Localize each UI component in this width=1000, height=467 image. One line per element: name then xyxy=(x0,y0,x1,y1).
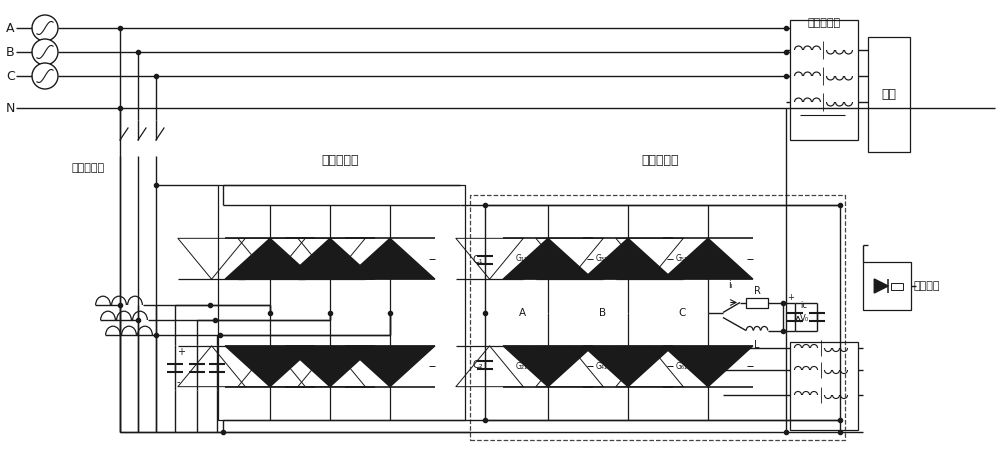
Text: 整流变流器: 整流变流器 xyxy=(321,154,359,167)
Bar xyxy=(790,342,858,430)
Text: C: C xyxy=(6,70,15,83)
Text: A: A xyxy=(519,307,526,318)
Text: G₆₁: G₆₁ xyxy=(676,362,688,371)
Text: B: B xyxy=(6,45,15,58)
Polygon shape xyxy=(345,238,435,279)
Text: G₅₁: G₅₁ xyxy=(676,254,688,263)
Text: A: A xyxy=(6,21,14,35)
Polygon shape xyxy=(285,346,375,387)
Text: 串联逃变器: 串联逃变器 xyxy=(641,154,679,167)
Text: 进线断路器: 进线断路器 xyxy=(72,163,105,173)
Text: 旁路单元: 旁路单元 xyxy=(914,281,940,291)
Circle shape xyxy=(32,15,58,41)
Polygon shape xyxy=(663,346,753,387)
Text: 负载: 负载 xyxy=(882,88,896,101)
Text: B: B xyxy=(599,307,606,318)
Polygon shape xyxy=(583,238,673,279)
Polygon shape xyxy=(285,238,375,279)
Polygon shape xyxy=(663,238,753,279)
Polygon shape xyxy=(225,346,315,387)
Bar xyxy=(891,283,903,290)
Polygon shape xyxy=(345,346,435,387)
Text: iₗ: iₗ xyxy=(728,281,732,290)
Text: G₄₁: G₄₁ xyxy=(596,362,608,371)
Text: 串联变压器: 串联变压器 xyxy=(807,18,841,28)
Polygon shape xyxy=(225,238,315,279)
Circle shape xyxy=(32,39,58,65)
Text: N: N xyxy=(6,101,15,114)
Text: G₃₁: G₃₁ xyxy=(596,254,608,263)
Polygon shape xyxy=(583,346,673,387)
Bar xyxy=(218,185,465,420)
Polygon shape xyxy=(874,279,888,293)
Bar xyxy=(868,37,910,152)
Text: C₂: C₂ xyxy=(472,360,483,370)
Text: C₁: C₁ xyxy=(472,255,483,265)
Text: L: L xyxy=(754,340,760,349)
Text: +: + xyxy=(177,347,185,357)
Text: G₁₁: G₁₁ xyxy=(516,254,528,263)
Bar xyxy=(790,20,858,140)
Text: -: - xyxy=(177,377,180,387)
Text: R: R xyxy=(754,285,760,296)
Polygon shape xyxy=(503,346,593,387)
Bar xyxy=(863,262,911,310)
Text: G₂₁: G₂₁ xyxy=(516,362,528,371)
Polygon shape xyxy=(503,238,593,279)
Text: V₀: V₀ xyxy=(800,314,809,323)
Text: +: + xyxy=(787,293,794,303)
Circle shape xyxy=(32,63,58,89)
Text: iᴄ: iᴄ xyxy=(800,302,807,311)
Bar xyxy=(746,297,768,307)
Text: C: C xyxy=(679,307,686,318)
